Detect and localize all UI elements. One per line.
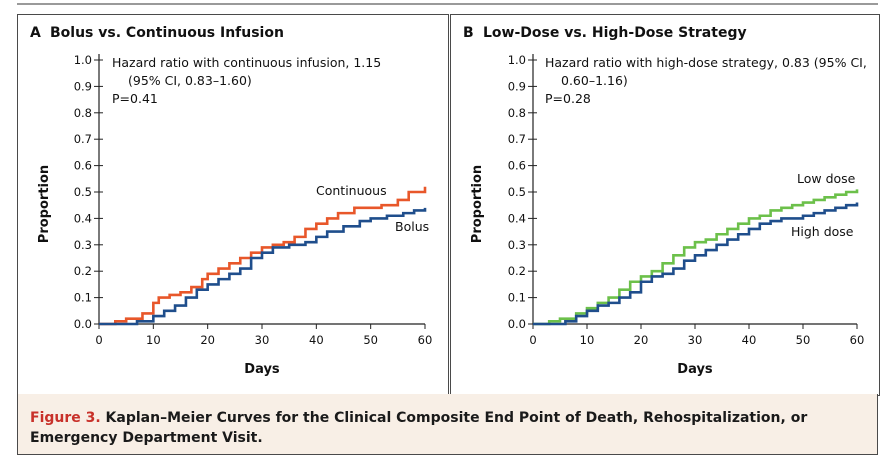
panel-b: B Low-Dose vs. High-Dose Strategy 0.0 0.1… xyxy=(450,14,880,396)
chart-b-x-tick-label: 40 xyxy=(742,333,757,347)
chart-b-y-axis-label: Proportion xyxy=(470,165,485,243)
chart-a-x-tick-label: 40 xyxy=(309,333,324,347)
chart-a-y-tick-label: 0.0 xyxy=(74,317,92,331)
chart-b-series-label: High dose xyxy=(791,224,854,239)
chart-a-annotation-line: P=0.41 xyxy=(112,91,158,106)
chart-a-y-axis-label: Proportion xyxy=(37,165,52,243)
chart-b-x-tick-label: 0 xyxy=(529,333,536,347)
chart-b-x-tick-label: 60 xyxy=(850,333,865,347)
chart-a-y-tick-label: 0.2 xyxy=(74,264,92,278)
chart-a-x-tick-label: 20 xyxy=(200,333,215,347)
chart-a-svg: A Bolus vs. Continuous Infusion 0.0 0.1 0.… xyxy=(30,25,433,377)
panel-a-title: Bolus vs. Continuous Infusion xyxy=(50,25,284,41)
chart-b-y-tick-label: 1.0 xyxy=(508,53,526,67)
chart-b-x-tick-label: 30 xyxy=(688,333,703,347)
chart-a-y-tick-label: 0.7 xyxy=(74,132,92,146)
chart-b-y-tick-label: 0.8 xyxy=(508,106,526,120)
chart-a-y-tick-label: 0.4 xyxy=(74,211,92,225)
chart-a-y-tick-label: 0.9 xyxy=(74,79,92,93)
chart-b-x-axis-label: Days xyxy=(677,362,713,377)
chart-a-series-line xyxy=(99,207,427,326)
panel-b-letter: B xyxy=(463,25,474,41)
chart-b-x-tick-label: 10 xyxy=(580,333,595,347)
chart-b-y-tick-label: 0.2 xyxy=(508,264,526,278)
chart-a-annotation-line: (95% CI, 0.83–1.60) xyxy=(128,73,252,88)
figure-label: Figure 3. xyxy=(30,410,101,426)
panel-a-letter: A xyxy=(30,25,41,41)
chart-b-y-tick-label: 0.1 xyxy=(508,291,526,305)
chart-a-series-label: Bolus xyxy=(395,219,429,234)
top-rule xyxy=(17,3,878,5)
panel-a: A Bolus vs. Continuous Infusion 0.0 0.1 0.… xyxy=(17,14,449,396)
chart-a-y-tick-label: 0.3 xyxy=(74,238,92,252)
chart-a-series-label: Continuous xyxy=(316,183,387,198)
chart-a-x-axis-label: Days xyxy=(244,362,280,377)
chart-b-annotation-line: Hazard ratio with high-dose strategy, 0.… xyxy=(545,55,867,70)
chart-b-x-tick-label: 20 xyxy=(634,333,649,347)
chart-b-y-tick-label: 0.7 xyxy=(508,132,526,146)
chart-b-series-line xyxy=(533,202,859,326)
chart-a-x-tick-label: 0 xyxy=(95,333,102,347)
chart-a-y-tick-label: 1.0 xyxy=(74,53,92,67)
chart-b-svg: B Low-Dose vs. High-Dose Strategy 0.0 0.1… xyxy=(463,25,867,377)
chart-a-annotation-line: Hazard ratio with continuous infusion, 1… xyxy=(112,55,381,70)
chart-a-series-line xyxy=(99,186,427,326)
chart-a-y-tick-label: 0.8 xyxy=(74,106,92,120)
caption-text: Figure 3. Kaplan–Meier Curves for the Cl… xyxy=(30,408,865,448)
chart-a-y-tick-label: 0.1 xyxy=(74,291,92,305)
chart-b-y-tick-label: 0.5 xyxy=(508,185,526,199)
caption-body: Kaplan–Meier Curves for the Clinical Com… xyxy=(30,410,808,446)
chart-a-x-tick-label: 50 xyxy=(363,333,378,347)
chart-b-y-tick-label: 0.3 xyxy=(508,238,526,252)
figure-caption: Figure 3. Kaplan–Meier Curves for the Cl… xyxy=(17,394,878,455)
chart-a-x-tick-label: 30 xyxy=(255,333,270,347)
chart-b-y-tick-label: 0.0 xyxy=(508,317,526,331)
chart-b-x-tick-label: 50 xyxy=(796,333,811,347)
panel-b-title: Low-Dose vs. High-Dose Strategy xyxy=(483,25,747,41)
chart-b-annotation-line: P=0.28 xyxy=(545,91,591,106)
chart-b-y-tick-label: 0.6 xyxy=(508,159,526,173)
chart-b-series-label: Low dose xyxy=(797,171,856,186)
chart-b-y-tick-label: 0.9 xyxy=(508,79,526,93)
chart-b-y-tick-label: 0.4 xyxy=(508,211,526,225)
chart-b-annotation-line: 0.60–1.16) xyxy=(561,73,628,88)
chart-a-x-tick-label: 60 xyxy=(418,333,433,347)
chart-a-y-tick-label: 0.5 xyxy=(74,185,92,199)
chart-a-y-tick-label: 0.6 xyxy=(74,159,92,173)
chart-a-x-tick-label: 10 xyxy=(146,333,161,347)
